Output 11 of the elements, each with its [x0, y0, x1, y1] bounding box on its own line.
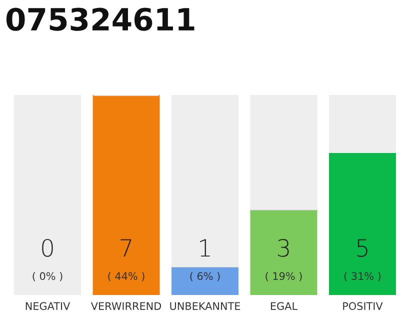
data-label: 1 ( 6% ) [190, 239, 220, 282]
x-tick-label: UNBEKANNTE [170, 302, 240, 310]
data-label: 5 ( 31% ) [344, 239, 381, 282]
x-tick-label: POSITIV [343, 302, 383, 310]
x-tick-label: VERWIRREND [90, 302, 162, 310]
data-label: 0 ( 0% ) [32, 238, 62, 282]
x-tick-label: NEGATIV [26, 302, 70, 310]
data-label: 3 ( 19% ) [266, 238, 302, 282]
data-label: 7 ( 44% ) [108, 239, 144, 282]
chart-title: 075324611 [6, 8, 194, 31]
x-tick-label: EGAL [270, 302, 298, 310]
